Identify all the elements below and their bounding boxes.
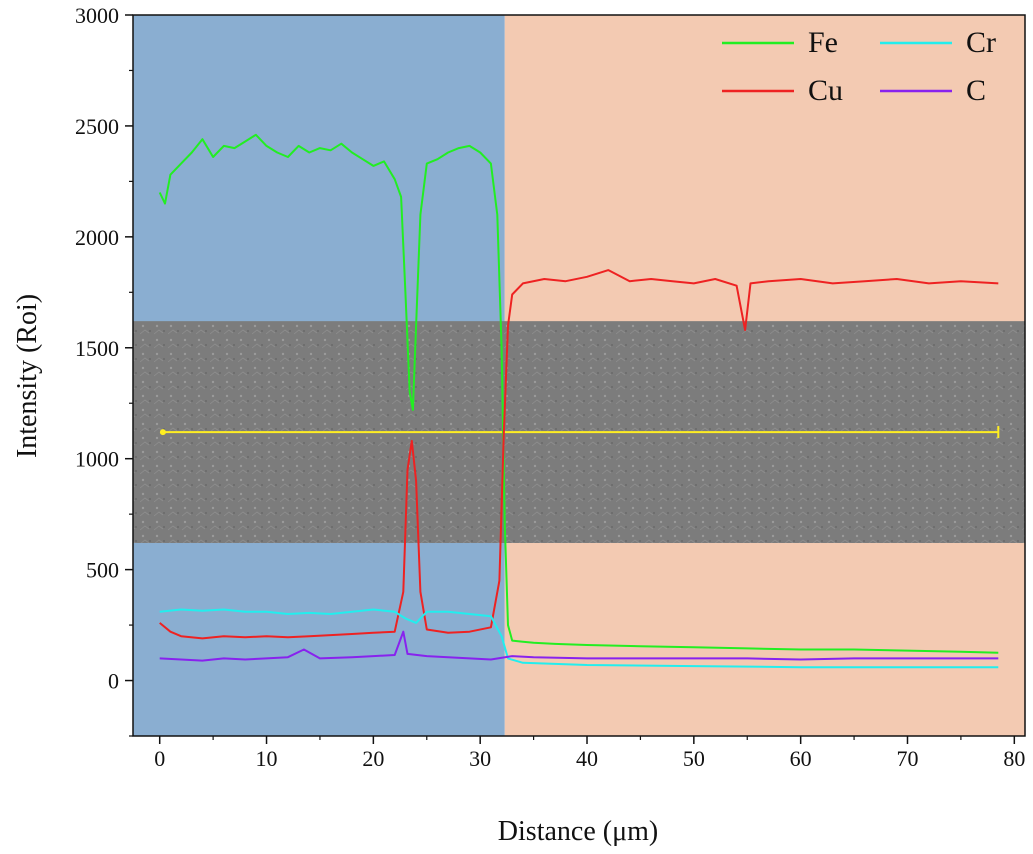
x-tick-label: 50	[683, 746, 705, 771]
tick-labels: 0 10 20 30 40 50 60 70 80 0 500 1000 1500 2000 2500 300…	[75, 3, 1025, 771]
y-axis-title: Intensity (Roi)	[12, 294, 43, 458]
x-tick-label: 20	[362, 746, 384, 771]
y-tick-label: 2000	[75, 225, 119, 250]
scan-line-start-marker	[159, 429, 166, 436]
series-line-cr	[159, 608, 999, 669]
sem-inset-image	[133, 321, 1025, 543]
series-line-fe	[158, 133, 999, 654]
y-tick-label: 1500	[75, 336, 119, 361]
x-tick-label: 70	[896, 746, 918, 771]
y-tick-label: 500	[86, 558, 119, 583]
legend: Fe Cu Cr C	[722, 26, 996, 107]
y-tick-label: 2500	[75, 114, 119, 139]
legend-label-cr: Cr	[966, 26, 996, 59]
plot-frame	[132, 14, 1026, 737]
x-tick-label: 10	[256, 746, 278, 771]
data-series	[158, 133, 999, 669]
x-tick-label: 60	[790, 746, 812, 771]
y-tick-label: 3000	[75, 3, 119, 28]
x-tick-label: 40	[576, 746, 598, 771]
y-tick-label: 1000	[75, 447, 119, 472]
legend-label-fe: Fe	[808, 26, 838, 59]
x-tick-label: 0	[154, 746, 165, 771]
legend-label-c: C	[966, 74, 986, 107]
series-line-cu	[159, 269, 999, 640]
x-axis-title: Distance (μm)	[498, 816, 658, 847]
y-tick-label: 0	[108, 669, 119, 694]
x-tick-label: 30	[469, 746, 491, 771]
series-line-c	[159, 630, 999, 662]
legend-label-cu: Cu	[808, 74, 843, 107]
axes	[125, 14, 1026, 744]
x-tick-label: 80	[1003, 746, 1025, 771]
